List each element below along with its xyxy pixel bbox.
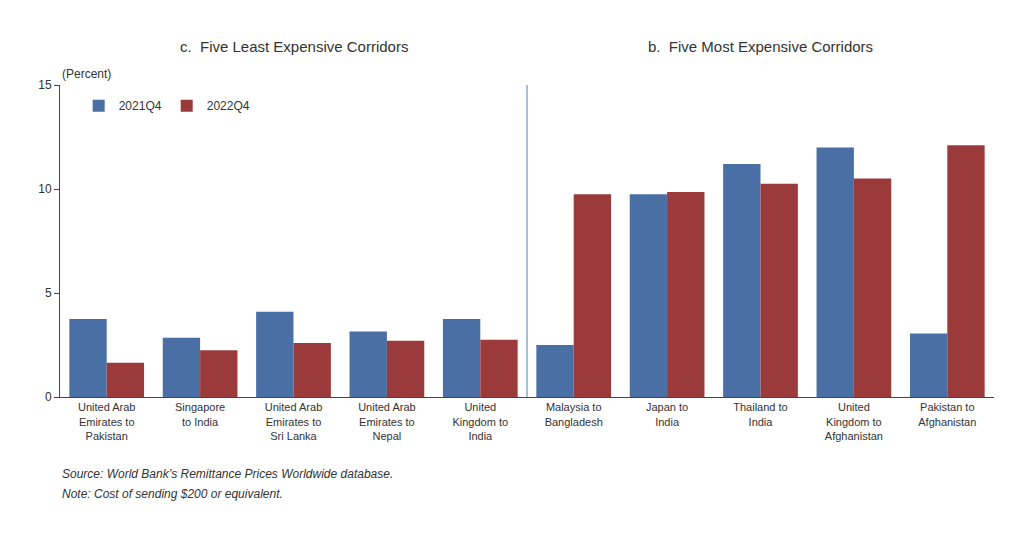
svg-text:Singaporeto India: Singaporeto India: [175, 401, 225, 427]
svg-text:2021Q4: 2021Q4: [119, 99, 162, 113]
svg-text:Malaysia toBangladesh: Malaysia toBangladesh: [545, 401, 603, 427]
svg-text:Pakistan toAfghanistan: Pakistan toAfghanistan: [918, 401, 976, 427]
svg-text:(Percent): (Percent): [62, 67, 111, 81]
svg-text:b. Five Most Expensive Corrid: b. Five Most Expensive Corridors: [648, 38, 873, 55]
svg-text:UnitedKingdom toIndia: UnitedKingdom toIndia: [452, 401, 508, 442]
svg-text:15: 15: [38, 78, 52, 92]
svg-text:United ArabEmirates toNepal: United ArabEmirates toNepal: [358, 401, 415, 442]
svg-text:United ArabEmirates toPakistan: United ArabEmirates toPakistan: [78, 401, 135, 442]
svg-text:c. Five Least Expensive Corri: c. Five Least Expensive Corridors: [180, 38, 408, 55]
svg-text:5: 5: [45, 286, 52, 300]
svg-text:United ArabEmirates toSri Lank: United ArabEmirates toSri Lanka: [265, 401, 322, 442]
svg-text:Thailand toIndia: Thailand toIndia: [733, 401, 787, 427]
svg-text:10: 10: [38, 182, 52, 196]
svg-text:Source: World Bank’s Remittanc: Source: World Bank’s Remittance Prices W…: [62, 467, 393, 481]
svg-text:Japan toIndia: Japan toIndia: [646, 401, 688, 427]
svg-text:2022Q4: 2022Q4: [207, 99, 250, 113]
svg-text:Note: Cost of sending $200 or: Note: Cost of sending $200 or equivalent…: [62, 487, 283, 501]
svg-text:UnitedKingdom toAfghanistan: UnitedKingdom toAfghanistan: [825, 401, 883, 442]
svg-text:0: 0: [45, 390, 52, 404]
